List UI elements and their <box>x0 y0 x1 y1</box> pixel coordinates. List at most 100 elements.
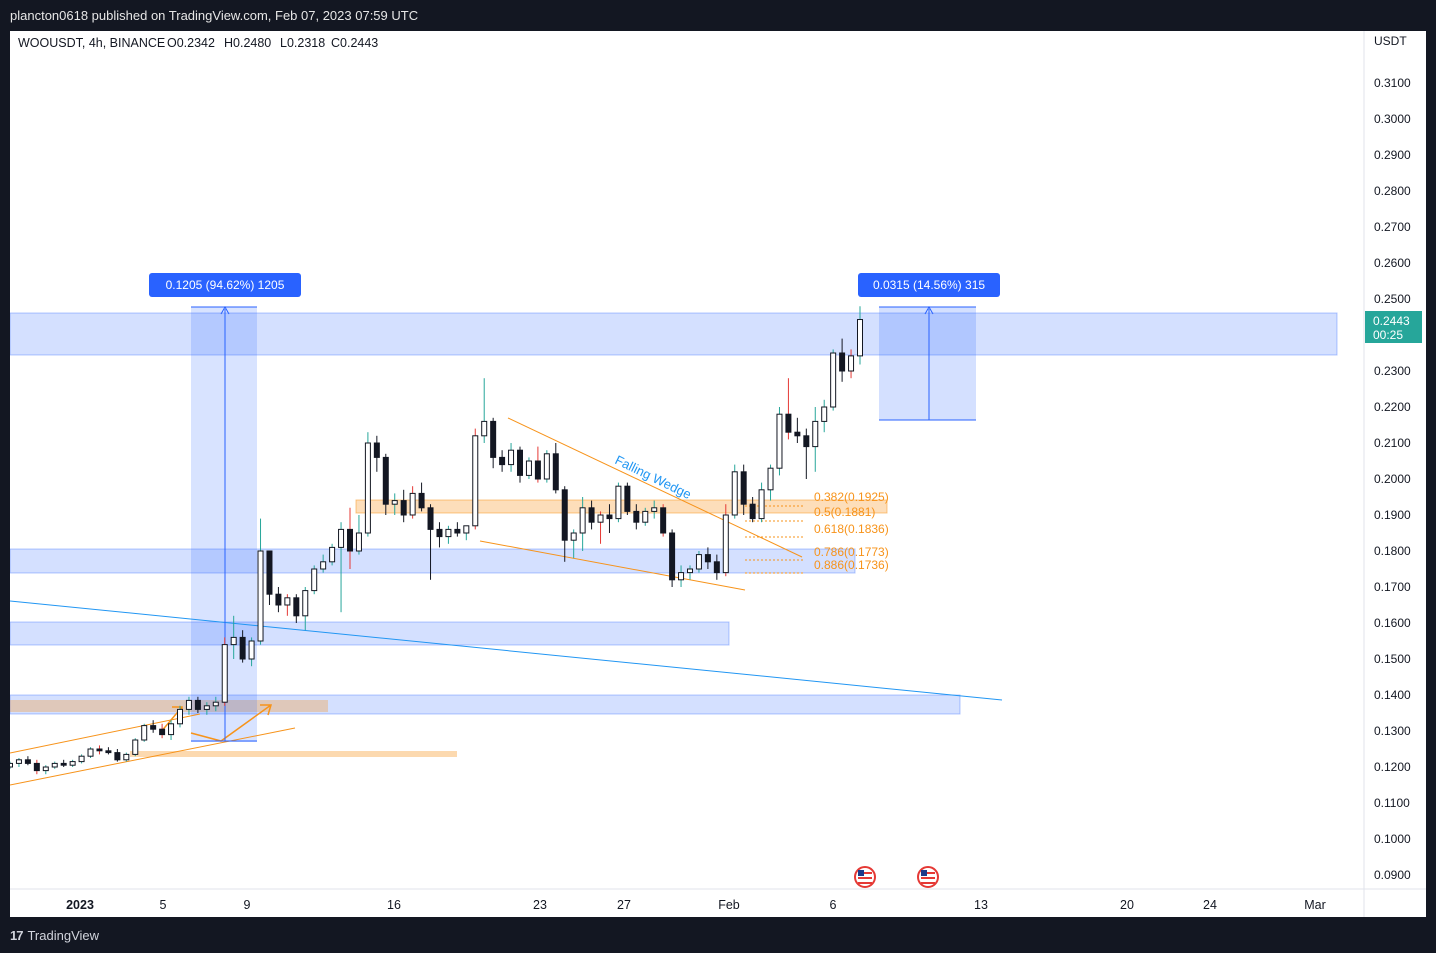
candle-body <box>123 753 130 761</box>
candle-body <box>857 319 863 357</box>
candle-body <box>606 514 613 520</box>
candle-body <box>785 413 792 433</box>
candle-body <box>141 725 148 741</box>
candle-body <box>230 636 237 646</box>
candle-body <box>347 528 353 552</box>
candle-body <box>427 507 434 530</box>
price-chart[interactable]: WOOUSDT, 4h, BINANCE O0.2342 H0.2480 L0.… <box>7 31 1426 917</box>
candle-body <box>168 723 175 736</box>
footer-bar <box>0 917 1436 953</box>
candle-body <box>597 514 604 523</box>
price-tick: 0.1500 <box>1374 652 1411 666</box>
fib-label-500: 0.5(0.1881) <box>814 505 875 519</box>
price-tick: 0.1400 <box>1374 688 1411 702</box>
time-tick: Mar <box>1304 898 1326 912</box>
tradingview-logo[interactable]: 17 TradingView <box>10 928 99 943</box>
candle-body <box>508 449 515 466</box>
legend-symbol: WOOUSDT, 4h, BINANCE <box>18 36 165 50</box>
candle-body <box>150 725 157 730</box>
candle-body <box>78 755 85 763</box>
candle-body <box>642 510 649 523</box>
candle-body <box>311 568 318 592</box>
us-event-flag-icon[interactable] <box>854 866 876 888</box>
candle-body <box>695 554 702 570</box>
publisher-bar: plancton0618 published on TradingView.co… <box>0 0 1436 31</box>
price-tick: 0.2600 <box>1374 256 1411 270</box>
candle-body <box>266 550 273 595</box>
us-event-flag-icon[interactable] <box>917 866 939 888</box>
candle-body <box>60 762 67 766</box>
candle-body <box>794 431 801 437</box>
fib-label-618: 0.618(0.1836) <box>814 522 889 536</box>
candle-body <box>803 435 810 448</box>
tradingview-logo-icon: 17 <box>10 928 24 943</box>
candle-body <box>454 528 461 534</box>
price-tick: 0.2700 <box>1374 220 1411 234</box>
fib-label-382: 0.382(0.1925) <box>814 490 889 504</box>
candle-body <box>463 525 470 534</box>
price-tick: 0.1000 <box>1374 832 1411 846</box>
candle-body <box>678 572 685 581</box>
time-tick: 13 <box>974 898 988 912</box>
time-tick: Feb <box>718 898 740 912</box>
fib-label-886: 0.886(0.1736) <box>814 558 889 572</box>
price-tick: 0.1900 <box>1374 508 1411 522</box>
measure-label-left: 0.1205 (94.62%) 1205 <box>166 278 285 292</box>
time-tick: 16 <box>387 898 401 912</box>
price-tick: 0.3100 <box>1374 76 1411 90</box>
candle-body <box>275 593 282 606</box>
price-tick: 0.1100 <box>1374 796 1410 810</box>
candle-body <box>239 636 246 660</box>
candle-body <box>373 442 380 458</box>
candle-body <box>400 500 407 516</box>
candle-body <box>33 762 40 772</box>
candle-body <box>302 590 309 617</box>
support-zone <box>9 694 961 715</box>
candle-body <box>87 748 94 757</box>
time-tick: 24 <box>1203 898 1217 912</box>
candle-body <box>51 762 58 768</box>
orange-zone <box>10 700 328 712</box>
current-price-box <box>1365 311 1422 343</box>
tradingview-brand: TradingView <box>27 928 100 943</box>
resistance-zone <box>9 312 1338 356</box>
countdown-label: 00:25 <box>1373 328 1403 342</box>
price-tick: 0.2800 <box>1374 184 1411 198</box>
measure-arrow-icon <box>924 305 934 315</box>
price-tick: 0.2300 <box>1374 364 1411 378</box>
candle-body <box>722 514 729 574</box>
price-tick: 0.1800 <box>1374 544 1411 558</box>
candle-body <box>185 699 192 710</box>
candle-body <box>284 597 291 606</box>
candle-body <box>579 507 586 534</box>
chart-frame[interactable]: WOOUSDT, 4h, BINANCE O0.2342 H0.2480 L0.… <box>7 31 1426 917</box>
candle-body <box>740 471 747 505</box>
measure-label-box <box>149 273 301 297</box>
candle-body <box>821 406 828 422</box>
candle-body <box>418 492 425 509</box>
candle-body <box>839 352 846 372</box>
time-tick: 9 <box>244 898 251 912</box>
candle-body <box>651 507 658 512</box>
price-tick: 0.3000 <box>1374 112 1411 126</box>
wedge-upper-line <box>507 417 803 558</box>
time-tick: 5 <box>160 898 167 912</box>
candle-body <box>69 761 76 766</box>
price-tick: 0.1200 <box>1374 760 1411 774</box>
wedge-lower-line <box>479 540 746 591</box>
candle-body <box>221 644 228 703</box>
candle-body <box>212 701 219 707</box>
candle-body <box>24 759 31 764</box>
candle-body <box>588 507 595 523</box>
candle-body <box>615 485 622 520</box>
candle-body <box>517 449 523 476</box>
candle-body <box>472 435 479 527</box>
time-tick: 6 <box>830 898 837 912</box>
price-tick: 0.1300 <box>1374 724 1411 738</box>
price-tick: 0.2500 <box>1374 292 1411 306</box>
price-tick: 0.1700 <box>1374 580 1411 594</box>
candle-body <box>338 528 345 548</box>
candle-body <box>320 561 327 570</box>
candle-body <box>329 546 336 563</box>
price-tick: 0.2900 <box>1374 148 1411 162</box>
